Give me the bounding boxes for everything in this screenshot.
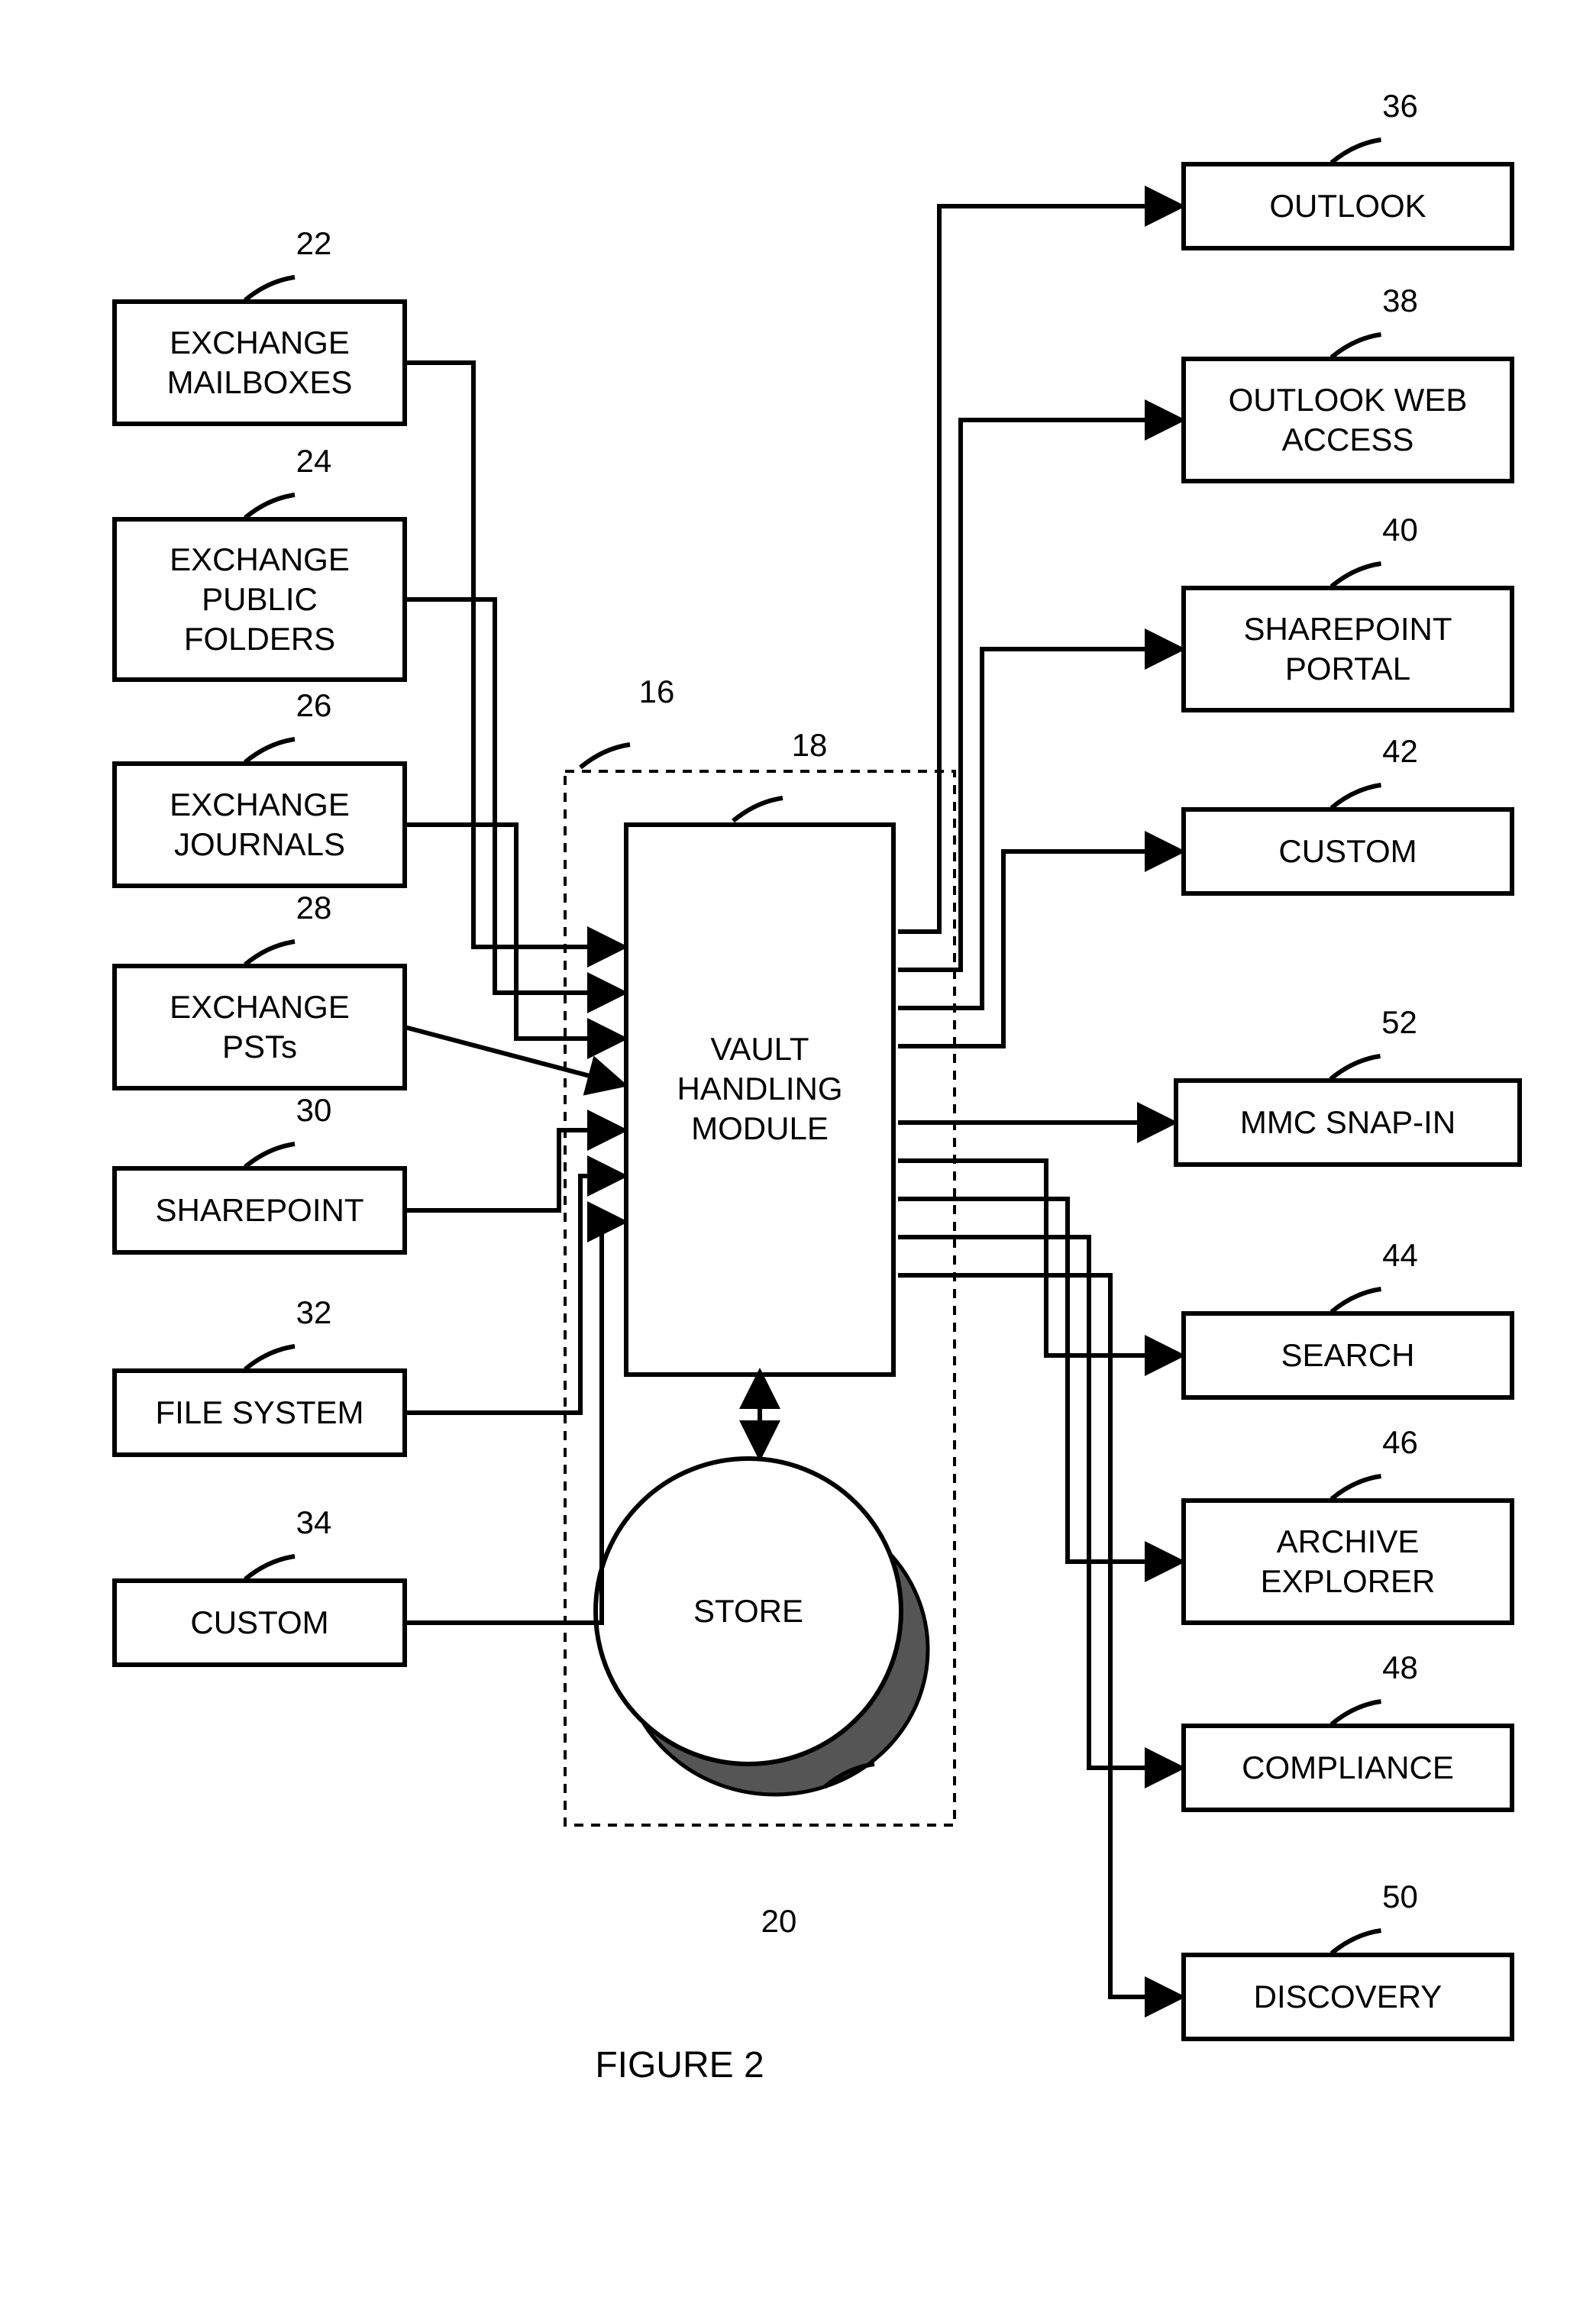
right-44-ref: 44 xyxy=(1382,1237,1418,1273)
left-32-label-0: FILE SYSTEM xyxy=(155,1394,363,1430)
right-40-ref: 40 xyxy=(1382,512,1418,548)
right-38 xyxy=(1184,359,1512,481)
right-50-connector xyxy=(898,1275,1179,1997)
left-28-ref: 28 xyxy=(296,890,332,926)
right-48-label-0: COMPLIANCE xyxy=(1242,1750,1454,1785)
figure-caption: FIGURE 2 xyxy=(595,2045,764,2086)
left-24-label-2: FOLDERS xyxy=(184,621,335,657)
left-30-label-0: SHAREPOINT xyxy=(155,1192,363,1228)
left-34-leader xyxy=(245,1556,295,1579)
right-44-connector xyxy=(898,1161,1179,1355)
right-44-label-0: SEARCH xyxy=(1281,1337,1414,1373)
vault-module-label-1: HANDLING xyxy=(677,1071,842,1107)
vault-container-leader xyxy=(580,745,630,767)
right-52-label-0: MMC SNAP-IN xyxy=(1240,1104,1455,1140)
right-40-label-1: PORTAL xyxy=(1285,651,1410,687)
right-46-leader xyxy=(1332,1476,1381,1499)
right-48-ref: 48 xyxy=(1382,1649,1418,1685)
right-36-connector xyxy=(898,206,1179,932)
left-34-ref: 34 xyxy=(296,1504,332,1540)
right-36-leader xyxy=(1332,140,1381,163)
left-28 xyxy=(115,966,405,1088)
left-22-label-1: MAILBOXES xyxy=(167,364,353,400)
left-32-leader xyxy=(245,1346,295,1369)
right-48-connector xyxy=(898,1237,1179,1768)
right-46-connector xyxy=(898,1199,1179,1562)
left-22-label-0: EXCHANGE xyxy=(170,325,350,360)
right-44-leader xyxy=(1332,1289,1381,1312)
right-42-ref: 42 xyxy=(1382,733,1418,769)
left-34-label-0: CUSTOM xyxy=(190,1604,328,1640)
right-36-label-0: OUTLOOK xyxy=(1269,188,1426,224)
left-28-leader xyxy=(245,942,295,964)
right-36-ref: 36 xyxy=(1382,88,1418,124)
figure-2-diagram: 16 STORE 20 VAULT HANDLINGMODULE 18 EXCHANGE MA… xyxy=(0,0,1596,2323)
vault-container-ref: 16 xyxy=(639,674,675,709)
left-24-leader xyxy=(245,495,295,518)
store-ref: 20 xyxy=(761,1903,797,1939)
vault-module-ref: 18 xyxy=(792,727,828,763)
left-26 xyxy=(115,764,405,886)
right-38-leader xyxy=(1332,334,1381,357)
right-52-ref: 52 xyxy=(1381,1004,1417,1040)
right-42-leader xyxy=(1332,785,1381,808)
left-26-label-1: JOURNALS xyxy=(174,826,345,862)
left-24-connector xyxy=(405,599,622,993)
right-38-ref: 38 xyxy=(1382,283,1418,318)
store-label: STORE xyxy=(693,1593,803,1629)
left-32-ref: 32 xyxy=(296,1294,332,1330)
right-40-label-0: SHAREPOINT xyxy=(1243,611,1452,647)
left-26-ref: 26 xyxy=(296,687,332,723)
right-38-label-1: ACCESS xyxy=(1282,422,1414,457)
right-38-label-0: OUTLOOK WEB xyxy=(1229,382,1468,418)
left-24-label-1: PUBLIC xyxy=(202,581,318,617)
left-28-label-1: PSTs xyxy=(222,1029,297,1065)
left-34-connector xyxy=(405,1222,622,1623)
right-40 xyxy=(1184,588,1512,710)
left-26-label-0: EXCHANGE xyxy=(170,787,350,822)
left-22-leader xyxy=(245,277,295,300)
right-46-label-0: ARCHIVE xyxy=(1277,1523,1420,1559)
left-24-label-0: EXCHANGE xyxy=(170,541,350,577)
left-26-leader xyxy=(245,739,295,762)
left-24-ref: 24 xyxy=(296,443,332,479)
right-42-label-0: CUSTOM xyxy=(1278,833,1417,869)
left-28-connector xyxy=(405,1027,622,1084)
left-30-connector xyxy=(405,1130,622,1210)
left-28-label-0: EXCHANGE xyxy=(170,989,350,1025)
vault-module-label-0: VAULT xyxy=(710,1031,809,1067)
left-30-leader xyxy=(245,1144,295,1167)
left-22-ref: 22 xyxy=(296,225,332,261)
right-50-ref: 50 xyxy=(1382,1879,1418,1914)
vault-module-label-2: MODULE xyxy=(691,1110,829,1146)
right-46-ref: 46 xyxy=(1382,1424,1418,1460)
vault-module-leader xyxy=(733,798,783,821)
right-52-leader xyxy=(1331,1056,1381,1079)
right-48-leader xyxy=(1332,1701,1381,1724)
left-30-ref: 30 xyxy=(296,1092,332,1128)
left-22-connector xyxy=(405,363,622,947)
left-22 xyxy=(115,302,405,424)
right-50-label-0: DISCOVERY xyxy=(1254,1979,1443,2014)
right-46-label-1: EXPLORER xyxy=(1261,1563,1436,1599)
right-40-leader xyxy=(1332,564,1381,586)
right-50-leader xyxy=(1332,1930,1381,1953)
left-26-connector xyxy=(405,825,622,1039)
right-46 xyxy=(1184,1501,1512,1623)
